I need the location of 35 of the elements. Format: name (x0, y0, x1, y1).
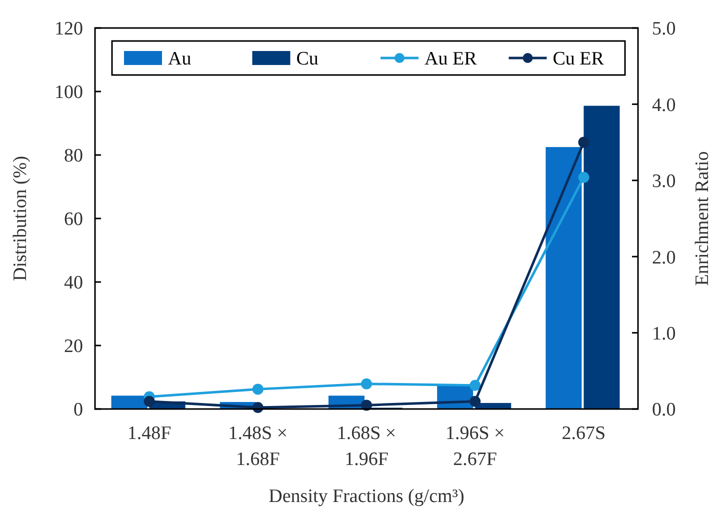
y2-axis-title: Enrichment Ratio (692, 151, 713, 286)
y-tick-label: 80 (64, 146, 83, 167)
point (470, 380, 481, 391)
legend-label: Cu (296, 48, 319, 70)
y-tick-label: 0 (74, 400, 83, 421)
y-tick-label: 60 (64, 209, 83, 230)
y2-tick-label: 3.0 (652, 171, 676, 192)
y2-tick-label: 5.0 (652, 18, 676, 40)
y2-tick-label: 1.0 (652, 323, 676, 344)
y-tick-label: 120 (54, 18, 83, 40)
x-tick-label: 1.68S × 1.96F (336, 423, 396, 470)
point (252, 384, 264, 395)
point (578, 136, 590, 148)
point (361, 378, 372, 390)
y2-tick-label: 0.0 (652, 400, 676, 421)
point (144, 396, 155, 407)
x-tick-label: 1.96S × 2.67F (445, 423, 505, 470)
y-axis-title: Distribution (%) (10, 156, 31, 282)
legend-label: Au ER (424, 48, 478, 70)
point (578, 172, 590, 183)
point (470, 396, 481, 407)
x-tick-label: 1.48S × 1.68F (228, 423, 288, 470)
y-tick-label: 20 (64, 336, 83, 358)
x-tick-label: 1.48F (127, 423, 172, 444)
legend-label: Au (168, 48, 192, 70)
y2-tick-label: 4.0 (652, 94, 676, 116)
bar (111, 396, 148, 409)
y-tick-label: 100 (54, 82, 83, 104)
bar (584, 106, 620, 409)
y-tick-label: 40 (64, 272, 83, 294)
y2-tick-label: 2.0 (652, 247, 676, 268)
x-axis-title: Density Fractions (g/cm³) (268, 486, 464, 507)
x-tick-label: 2.67S (562, 423, 606, 444)
bar (546, 147, 582, 409)
legend-label: Cu ER (552, 48, 604, 70)
